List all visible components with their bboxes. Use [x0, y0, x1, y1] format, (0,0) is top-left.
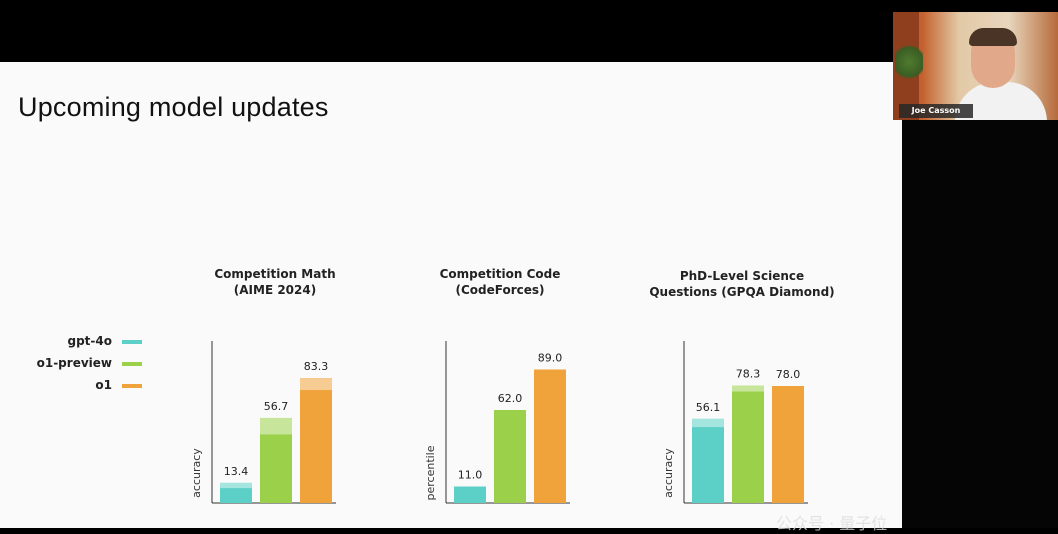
chart-title-line2: (CodeForces) [455, 283, 545, 297]
legend-label: o1-preview [36, 356, 112, 370]
data-label-o1: 83.3 [304, 360, 329, 373]
legend-label: o1 [95, 378, 112, 392]
chart-title-math: Competition Math (AIME 2024) [180, 266, 370, 298]
top-black-bar [0, 0, 1058, 62]
chart-title-line1: Competition Code [439, 267, 561, 281]
chart-title-line1: Competition Math [214, 267, 336, 281]
bar-highlight-o1-preview [260, 417, 292, 435]
bar-highlight-gpt-4o [220, 482, 252, 489]
legend-swatch [122, 340, 142, 344]
y-axis-label: accuracy [662, 448, 675, 498]
bar-o1-preview [494, 410, 526, 503]
bar-gpt-4o [454, 486, 486, 503]
chart-phd-science: accuracy 56.1 78.3 78.0 [662, 341, 808, 504]
bar-o1 [534, 369, 566, 503]
legend-swatch [122, 384, 142, 388]
data-label-o1: 89.0 [538, 352, 563, 365]
legend-label: gpt-4o [67, 334, 113, 348]
y-axis-label: percentile [424, 445, 437, 500]
legend: gpt-4o o1-preview o1 [36, 334, 152, 394]
data-label-gpt-4o: 56.1 [696, 401, 721, 414]
webcam-person-hair [969, 28, 1017, 46]
bar-o1 [772, 386, 804, 503]
legend-swatch [122, 362, 142, 366]
data-label-gpt-4o: 11.0 [458, 469, 483, 482]
bar-o1 [300, 378, 332, 503]
legend-item-o1-preview: o1-preview [36, 356, 152, 372]
chart-title-science: PhD-Level Science Questions (GPQA Diamon… [647, 268, 837, 300]
webcam-name-tag: Joe Casson [899, 104, 973, 118]
chart-title-line1: PhD-Level Science [679, 269, 805, 283]
data-label-o1-preview: 56.7 [264, 400, 289, 413]
bar-highlight-o1-preview [732, 385, 764, 392]
y-axis-label: accuracy [190, 448, 203, 498]
data-label-gpt-4o: 13.4 [224, 465, 249, 478]
webcam-video: Joe Casson [893, 12, 1058, 120]
slide: Upcoming model updates gpt-4o o1-preview… [0, 62, 902, 528]
data-label-o1: 78.0 [776, 368, 801, 381]
data-label-o1-preview: 78.3 [736, 368, 761, 381]
webcam-plant [895, 42, 923, 82]
bar-highlight-gpt-4o [692, 418, 724, 428]
right-black-strip [902, 62, 1058, 528]
chart-title-code: Competition Code (CodeForces) [405, 266, 595, 298]
watermark: 公众号 · 量子位 [776, 514, 888, 533]
bar-o1-preview [732, 385, 764, 503]
chart-competition-math: accuracy 13.4 56.7 83.3 [190, 341, 336, 504]
chart-title-line2: Questions (GPQA Diamond) [649, 285, 835, 299]
chart-competition-code: percentile 11.0 62.0 89.0 [424, 341, 570, 504]
legend-item-gpt-4o: gpt-4o [40, 334, 152, 350]
data-label-o1-preview: 62.0 [498, 392, 523, 405]
bar-highlight-o1 [300, 378, 332, 391]
chart-title-line2: (AIME 2024) [233, 283, 317, 297]
slide-title: Upcoming model updates [18, 92, 329, 122]
bar-gpt-4o [692, 418, 724, 503]
legend-item-o1: o1 [40, 378, 152, 394]
